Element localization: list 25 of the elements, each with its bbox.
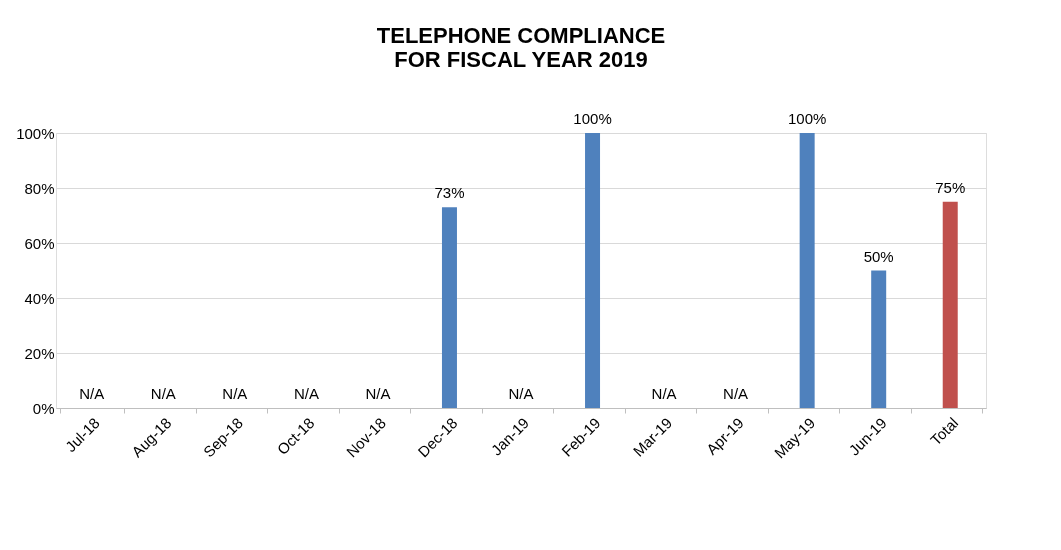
y-tick-label: 80%: [24, 179, 55, 197]
bar: [799, 133, 815, 408]
bar: [585, 133, 601, 408]
text: N/A: [79, 385, 105, 402]
bar: [942, 201, 958, 408]
data-label: 73%: [434, 184, 465, 202]
bar: [871, 270, 887, 408]
text: N/A: [508, 385, 534, 402]
text: N/A: [365, 385, 391, 402]
bar: [441, 207, 457, 408]
text: N/A: [222, 385, 248, 402]
y-tick-label: 60%: [24, 234, 55, 252]
data-label: 50%: [863, 247, 894, 265]
y-tick-label: 20%: [24, 344, 55, 362]
data-label: 75%: [935, 178, 966, 196]
y-tick-label: 0%: [32, 399, 55, 417]
chart-title: TELEPHONE COMPLIANCE FOR FISCAL YEAR 2019: [376, 23, 666, 72]
text: N/A: [723, 385, 749, 402]
data-label: 100%: [573, 110, 612, 127]
y-tick-label: 40%: [24, 289, 55, 307]
text: N/A: [651, 385, 677, 402]
y-tick-label: 100%: [16, 124, 55, 142]
data-label: 100%: [787, 110, 827, 127]
text: N/A: [293, 385, 319, 402]
text: N/A: [150, 385, 176, 402]
